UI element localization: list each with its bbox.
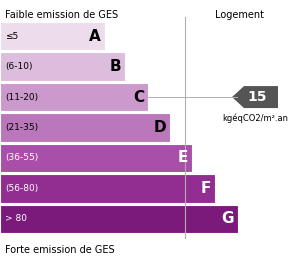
Polygon shape: [232, 86, 278, 108]
Text: B: B: [110, 59, 121, 74]
Text: C: C: [133, 90, 144, 105]
Text: (36-55): (36-55): [5, 153, 38, 162]
Text: E: E: [178, 151, 188, 165]
Bar: [0, 22, 105, 50]
Text: (11-20): (11-20): [5, 93, 38, 102]
Bar: [0, 53, 125, 81]
Text: kgéqCO2/m².an: kgéqCO2/m².an: [222, 113, 288, 122]
Text: 15: 15: [247, 90, 267, 104]
Text: (6-10): (6-10): [5, 62, 32, 71]
Bar: [0, 205, 238, 233]
Text: F: F: [201, 181, 211, 196]
Text: > 80: > 80: [5, 214, 27, 223]
Text: A: A: [89, 29, 101, 44]
Bar: [0, 144, 192, 172]
Text: (56-80): (56-80): [5, 184, 38, 193]
Text: Forte emission de GES: Forte emission de GES: [5, 245, 115, 255]
Text: Logement: Logement: [215, 10, 265, 20]
Text: ≤5: ≤5: [5, 32, 18, 41]
Bar: [0, 113, 170, 142]
Text: D: D: [153, 120, 166, 135]
Text: G: G: [221, 211, 234, 226]
Bar: [0, 83, 148, 111]
Bar: [0, 174, 215, 203]
Text: Faible emission de GES: Faible emission de GES: [5, 10, 118, 20]
Text: (21-35): (21-35): [5, 123, 38, 132]
